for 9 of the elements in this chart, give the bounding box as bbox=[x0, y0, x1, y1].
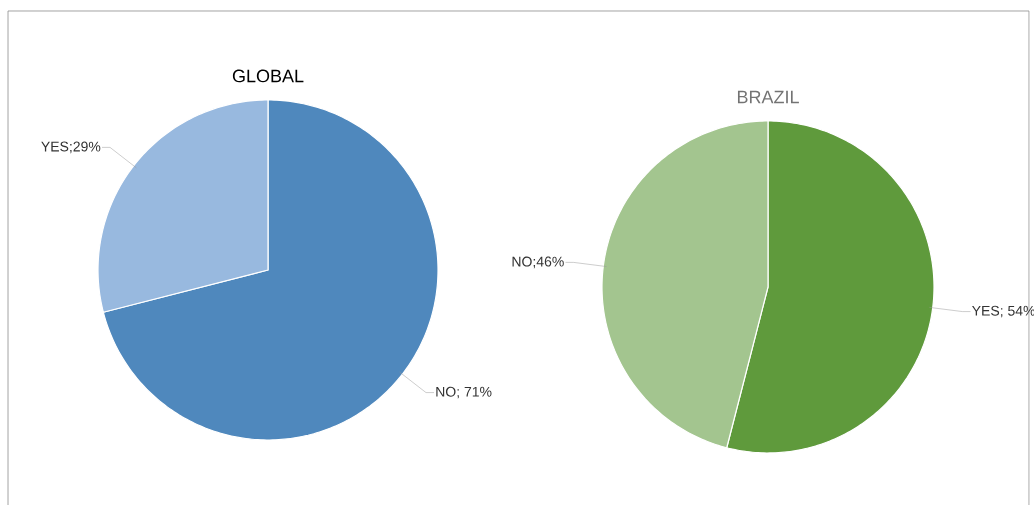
slice-label: NO bbox=[512, 256, 532, 267]
data-label: ; 71% bbox=[457, 386, 492, 399]
slice-label: YES bbox=[41, 141, 69, 152]
slice-label: YES bbox=[972, 305, 1000, 316]
chart-title: GLOBAL bbox=[232, 69, 304, 83]
data-label: ;29% bbox=[70, 141, 101, 154]
chart-title: BRAZIL bbox=[737, 90, 799, 104]
slice-label: NO bbox=[436, 386, 456, 397]
data-label: ;46% bbox=[533, 256, 564, 269]
